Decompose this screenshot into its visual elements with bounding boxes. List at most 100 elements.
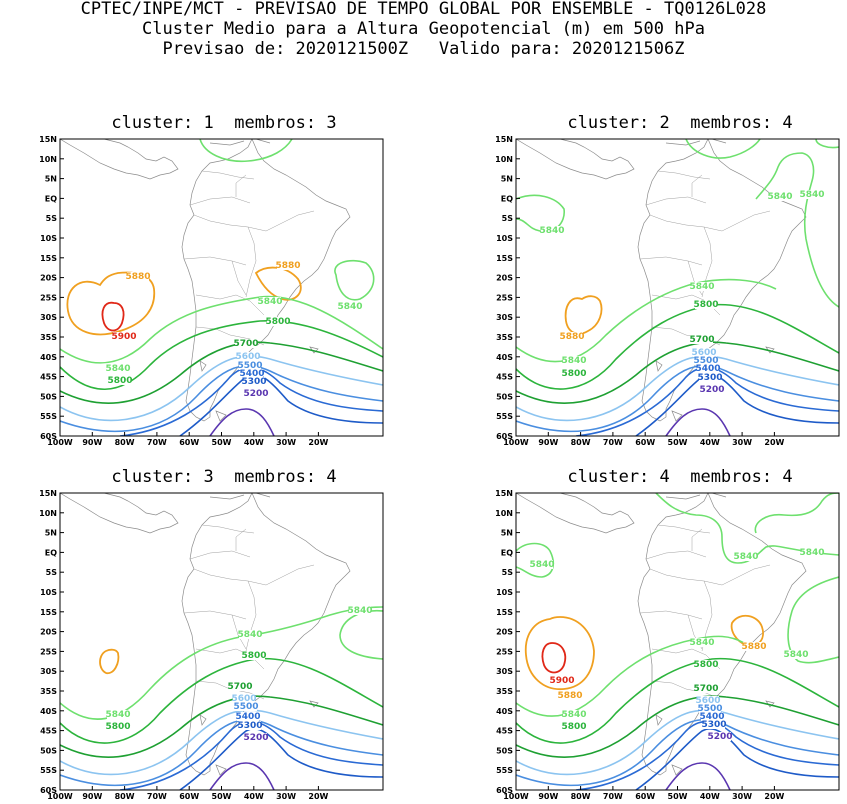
isoline-5840 — [655, 493, 839, 564]
isoline-5500 — [516, 718, 839, 787]
contour-label-bg — [563, 369, 585, 378]
map-panel-2: 5840 5840 5840 5840 5840 5880 5800 5800 5700 5600… — [495, 135, 840, 447]
lat-tick-label: 5N — [45, 175, 57, 184]
lon-tick-label: 50W — [668, 792, 688, 801]
contour-label-bg — [559, 691, 581, 700]
isoline-5900 — [541, 642, 567, 674]
contour-label-5840: 5840 — [237, 630, 262, 640]
subtitle: Cluster Medio para a Altura Geopotencial… — [142, 19, 705, 39]
lat-tick-label: 20S — [496, 628, 513, 637]
isoline-5300 — [179, 728, 383, 790]
lat-tick-label: 35S — [496, 333, 513, 342]
lat-tick-label: 40S — [40, 707, 57, 716]
lon-tick-label: 30W — [732, 438, 752, 447]
isoline-5880 — [66, 271, 156, 336]
isoline-5200 — [209, 762, 275, 790]
contour-label-bg — [349, 606, 371, 615]
lat-tick-label: 45S — [40, 373, 57, 382]
contour-label-bg — [127, 272, 149, 281]
contour-label-bg — [697, 364, 719, 373]
contour-label-5840: 5840 — [529, 560, 554, 570]
lat-tick-label: 15S — [496, 254, 513, 263]
map-panel-1: 5880 5880 5900 5840 5840 5840 5800 5800 5700 5600… — [39, 135, 384, 447]
lat-tick-label: 10N — [495, 155, 513, 164]
contour-label-bg — [785, 650, 807, 659]
contour-label-bg — [233, 694, 255, 703]
contour-label-bg — [243, 377, 265, 386]
contour-label-5700: 5700 — [689, 335, 714, 345]
contour-label-bg — [695, 300, 717, 309]
lat-tick-label: 10N — [495, 509, 513, 518]
isoline-5600 — [516, 709, 839, 776]
lon-tick-label: 60W — [635, 792, 655, 801]
contour-label-bg — [241, 369, 263, 378]
contour-label-bg — [703, 720, 725, 729]
isoline-5800 — [60, 320, 383, 390]
lat-tick-label: 55S — [40, 766, 57, 775]
contour-label-bg — [277, 261, 299, 270]
lat-tick-label: 5S — [502, 568, 514, 577]
isoline-5840 — [334, 259, 375, 301]
contour-label-5200: 5200 — [243, 389, 268, 399]
contour-label-bg — [691, 638, 713, 647]
lat-tick-label: 10S — [496, 234, 513, 243]
lat-tick-label: EQ — [501, 194, 513, 203]
contour-label-5400: 5400 — [695, 364, 720, 374]
isoline-5600 — [516, 355, 839, 422]
contour-label-bg — [259, 297, 281, 306]
contour-label-bg — [709, 732, 731, 741]
contour-label-bg — [695, 684, 717, 693]
main-title: CPTEC/INPE/MCT - PREVISAO DE TEMPO GLOBA… — [80, 0, 767, 19]
isoline-5500 — [60, 718, 383, 787]
isoline-5840 — [516, 278, 777, 363]
contour-label-5500: 5500 — [237, 361, 262, 371]
contour-label-bg — [691, 335, 713, 344]
isoline-5700 — [60, 341, 383, 405]
country-borders — [183, 170, 315, 346]
country-borders — [639, 170, 771, 346]
contour-label-5200: 5200 — [243, 733, 268, 743]
contour-label-5400: 5400 — [235, 712, 260, 722]
contour-label-bg — [107, 722, 129, 731]
contour-label-bg — [701, 385, 723, 394]
panel-1-title: cluster: 1 membros: 3 — [111, 113, 337, 133]
lon-tick-label: 80W — [115, 792, 135, 801]
isoline-5800 — [516, 303, 839, 390]
lat-tick-label: 45S — [496, 373, 513, 382]
contour-label-bg — [699, 704, 721, 713]
contour-label-bg — [735, 552, 757, 561]
isoline-5300 — [635, 374, 839, 436]
contour-label-5840: 5840 — [799, 548, 824, 558]
lat-tick-label: 10S — [496, 588, 513, 597]
contour-label-bg — [109, 376, 131, 385]
lon-tick-label: 40W — [244, 438, 264, 447]
contour-label-5500: 5500 — [697, 704, 722, 714]
contour-label-bg — [245, 389, 267, 398]
contour-label-5600: 5600 — [695, 696, 720, 706]
contour-label-bg — [699, 373, 721, 382]
lat-tick-label: 20S — [40, 274, 57, 283]
isoline-5700 — [60, 695, 383, 759]
islands — [655, 139, 775, 422]
lat-tick-label: 55S — [40, 412, 57, 421]
contour-label-5800: 5800 — [693, 660, 718, 670]
lat-tick-label: 60S — [40, 786, 57, 795]
lat-tick-label: 35S — [40, 687, 57, 696]
lat-tick-label: EQ — [501, 548, 513, 557]
lat-tick-label: 55S — [496, 412, 513, 421]
contour-label-5840: 5840 — [105, 710, 130, 720]
contour-label-5800: 5800 — [241, 651, 266, 661]
central-america-coastline — [516, 139, 635, 180]
contour-label-5840: 5840 — [337, 302, 362, 312]
forecast-dates: Previsao de: 2020121500Z Valido para: 20… — [162, 39, 685, 59]
map-frame — [515, 492, 840, 791]
contour-label-bg — [541, 226, 563, 235]
contour-label-5900: 5900 — [549, 676, 574, 686]
lon-tick-label: 20W — [308, 438, 328, 447]
lat-tick-label: 5S — [46, 214, 58, 223]
isoline-5880 — [254, 266, 302, 301]
contour-label-bg — [107, 710, 129, 719]
lat-tick-label: EQ — [45, 548, 57, 557]
lon-tick-label: 60W — [179, 792, 199, 801]
contour-label-bg — [563, 356, 585, 365]
